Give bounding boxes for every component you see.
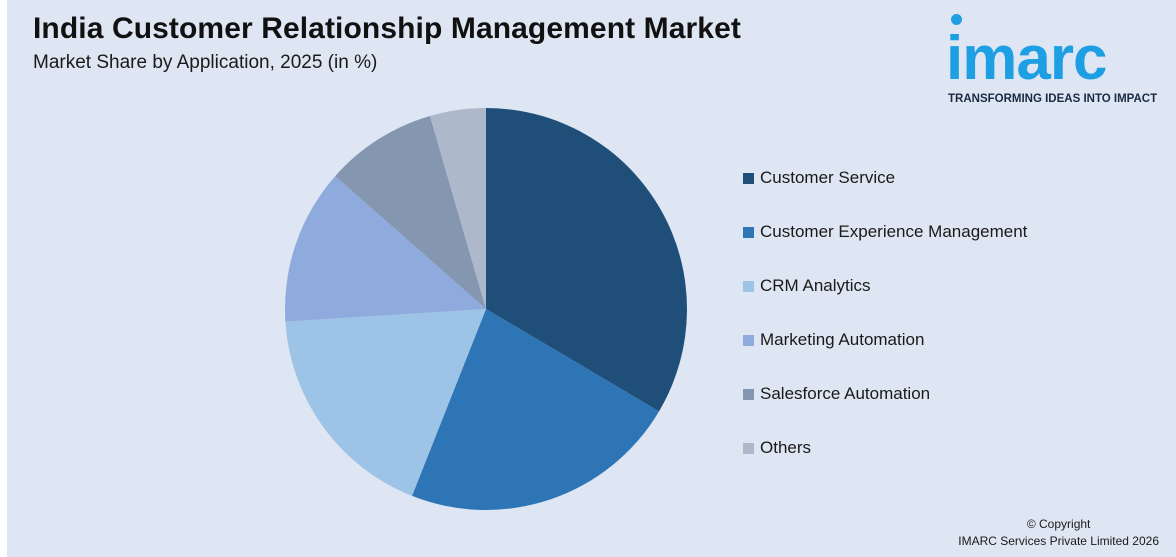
legend-swatch xyxy=(743,388,754,400)
copyright-line-1: © Copyright xyxy=(1026,517,1091,531)
legend-label: Customer Service xyxy=(760,168,896,187)
pie-slice-salesforce-automation xyxy=(335,115,486,309)
legend-item: Marketing Automation xyxy=(743,328,924,352)
legend-swatch xyxy=(743,442,754,454)
legend-item: Others xyxy=(743,436,811,460)
legend-item: Salesforce Automation xyxy=(743,382,930,406)
logo-dot-icon xyxy=(951,14,962,25)
chart-subtitle: Market Share by Application, 2025 (in %) xyxy=(33,52,378,73)
legend-swatch xyxy=(743,172,754,184)
pie-slice-marketing-automation xyxy=(285,176,486,322)
legend-label: Salesforce Automation xyxy=(760,384,931,403)
legend-item: Customer Service xyxy=(743,166,895,190)
logo-tagline: TRANSFORMING IDEAS INTO IMPACT xyxy=(948,93,1158,105)
legend-label: Customer Experience Management xyxy=(760,222,1028,241)
pie-slice-customer-service xyxy=(486,108,688,412)
legend-swatch xyxy=(743,334,754,346)
pie-slice-others xyxy=(429,108,486,309)
chart-title: India Customer Relationship Management M… xyxy=(33,12,741,45)
copyright-notice: © Copyright IMARC Services Private Limit… xyxy=(958,516,1159,550)
logo-wordmark: imarc xyxy=(946,24,1107,93)
legend-label: Others xyxy=(760,438,812,457)
legend-swatch xyxy=(743,226,754,238)
pie-slice-crm-analytics xyxy=(285,309,486,496)
legend-item: Customer Experience Management xyxy=(743,220,1027,244)
legend-item: CRM Analytics xyxy=(743,274,871,298)
legend-label: CRM Analytics xyxy=(760,276,871,295)
pie-slice-customer-experience-management xyxy=(412,309,660,511)
copyright-line-2: IMARC Services Private Limited 2026 xyxy=(958,534,1159,548)
legend-swatch xyxy=(743,280,754,292)
legend-label: Marketing Automation xyxy=(760,330,925,349)
imarc-logo: imarc TRANSFORMING IDEAS INTO IMPACT xyxy=(946,12,1170,108)
